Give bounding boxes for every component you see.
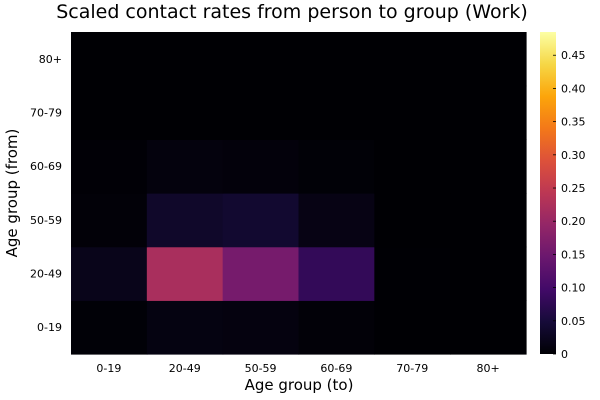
y-tick-label: 20-49 (30, 268, 62, 281)
heatmap-cell (71, 246, 148, 301)
y-tick-label: 70-79 (30, 107, 62, 120)
colorbar-tick-label: 0.30 (561, 149, 586, 162)
heatmap-cell (222, 246, 300, 301)
heatmap-cell (146, 85, 224, 140)
heatmap-cell (298, 32, 375, 87)
heatmap-cell (374, 193, 451, 248)
heatmap-cell (450, 139, 527, 194)
colorbar-tick-label: 0 (561, 348, 568, 361)
heatmap-cell (146, 32, 224, 87)
heatmap-cell (222, 85, 300, 140)
heatmap-cell (71, 139, 148, 194)
x-axis-ticks: 0-19 20-49 50-59 60-69 70-79 80+ (96, 362, 499, 375)
y-tick-label: 50-59 (30, 214, 62, 227)
heatmap-cell (298, 139, 375, 194)
colorbar-tick-label: 0.25 (561, 182, 586, 195)
heatmap-cell (146, 300, 224, 355)
heatmap-cell (374, 85, 451, 140)
heatmap-cell (146, 193, 224, 248)
x-tick-label: 80+ (476, 362, 499, 375)
heatmap-cell (374, 32, 451, 87)
colorbar-tick-label: 0.20 (561, 215, 586, 228)
heatmap-cell (450, 300, 527, 355)
heatmap-cell (450, 193, 527, 248)
colorbar-gradient (540, 32, 556, 354)
x-tick-label: 50-59 (245, 362, 277, 375)
x-tick-label: 70-79 (396, 362, 428, 375)
heatmap-cell (222, 300, 300, 355)
heatmap-cell (298, 193, 375, 248)
y-axis-title: Age group (from) (3, 129, 21, 258)
heatmap-cell (222, 139, 300, 194)
heatmap-cell (298, 246, 375, 301)
colorbar-tick-label: 0.35 (561, 116, 586, 129)
x-tick-label: 60-69 (320, 362, 352, 375)
heatmap-cell (374, 246, 451, 301)
heatmap-cell (146, 139, 224, 194)
heatmap-cell (146, 246, 224, 301)
chart-title: Scaled contact rates from person to grou… (56, 1, 528, 23)
heatmap-cell (374, 139, 451, 194)
colorbar (540, 32, 556, 354)
heatmap-cell (71, 85, 148, 140)
colorbar-ticks: 0 0.05 0.10 0.15 0.20 0.25 0.30 0.35 0.40 0.45 (553, 49, 586, 361)
colorbar-tick-label: 0.40 (561, 82, 586, 95)
heatmap-cells (71, 32, 527, 355)
heatmap-cell (450, 246, 527, 301)
x-tick-label: 20-49 (169, 362, 201, 375)
y-tick-label: 0-19 (37, 321, 62, 334)
x-tick-label: 0-19 (96, 362, 121, 375)
y-axis-ticks: 0-19 20-49 50-59 60-69 70-79 80+ (30, 53, 62, 334)
heatmap-cell (374, 300, 451, 355)
colorbar-tick-label: 0.15 (561, 248, 586, 261)
heatmap-cell (450, 85, 527, 140)
heatmap-cell (71, 193, 148, 248)
heatmap-cell (298, 300, 375, 355)
heatmap-cell (298, 85, 375, 140)
colorbar-tick-label: 0.05 (561, 315, 586, 328)
heatmap-cell (71, 32, 148, 87)
x-axis-title: Age group (to) (245, 376, 354, 394)
heatmap-cell (222, 32, 300, 87)
colorbar-tick-label: 0.10 (561, 282, 586, 295)
colorbar-tick-label: 0.45 (561, 49, 586, 62)
heatmap-cell (71, 300, 148, 355)
heatmap-cell (222, 193, 300, 248)
y-tick-label: 80+ (39, 53, 62, 66)
y-tick-label: 60-69 (30, 160, 62, 173)
heatmap-cell (450, 32, 527, 87)
